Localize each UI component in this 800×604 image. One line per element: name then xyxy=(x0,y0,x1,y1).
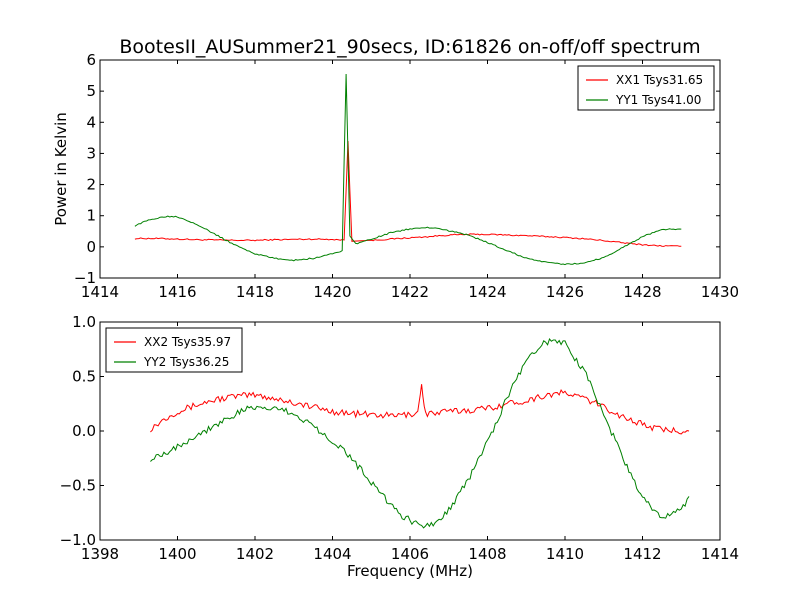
top-xtick-label: 1414 xyxy=(81,283,119,301)
top-xtick-label: 1416 xyxy=(158,283,196,301)
top-ytick-label: 6 xyxy=(86,51,96,69)
top-ytick-label: 5 xyxy=(86,82,96,100)
bottom-legend-label-2: YY2 Tsys36.25 xyxy=(143,355,229,369)
top-ytick-label: 3 xyxy=(86,144,96,162)
bottom-ytick-label: 0.5 xyxy=(72,368,96,386)
bottom-axis-ticks: 1398 1400 1402 1404 1406 1408 1410 1412 1414 −1.0… xyxy=(60,313,740,563)
bottom-xtick-label: 1400 xyxy=(158,545,196,563)
top-xtick-label: 1422 xyxy=(391,283,429,301)
top-ytick-label: 4 xyxy=(86,113,96,131)
top-xtick-label: 1424 xyxy=(468,283,506,301)
bottom-ytick-label: 0.0 xyxy=(72,422,96,440)
top-y-axis-label: Power in Kelvin xyxy=(52,112,70,226)
top-xtick-label: 1418 xyxy=(236,283,274,301)
top-legend: XX1 Tsys31.65 YY1 Tsys41.00 xyxy=(577,65,715,111)
top-legend-label-1: XX1 Tsys31.65 xyxy=(616,73,703,87)
top-legend-box xyxy=(577,65,715,111)
top-xtick-label: 1420 xyxy=(313,283,351,301)
top-ytick-label: 1 xyxy=(86,207,96,225)
bottom-xtick-label: 1402 xyxy=(236,545,274,563)
top-ytick-label: 0 xyxy=(86,238,96,256)
bottom-xtick-label: 1398 xyxy=(81,545,119,563)
bottom-series-line-1 xyxy=(150,384,690,435)
bottom-xtick-label: 1406 xyxy=(391,545,429,563)
bottom-x-axis-label: Frequency (MHz) xyxy=(347,562,473,580)
top-ytick-label: 2 xyxy=(86,176,96,194)
top-ytick-label: −1 xyxy=(74,269,96,287)
top-spectrum-panel: 1414 1416 1418 1420 1422 1424 1426 1428 1430−101… xyxy=(52,51,739,301)
bottom-ytick-label: −0.5 xyxy=(60,477,96,495)
top-series-line-2 xyxy=(134,73,682,266)
bottom-ytick-label: −1.0 xyxy=(60,531,96,549)
bottom-xtick-label: 1408 xyxy=(468,545,506,563)
top-series-group xyxy=(134,73,682,266)
bottom-legend: XX2 Tsys35.97 YY2 Tsys36.25 xyxy=(105,327,243,373)
bottom-xtick-label: 1414 xyxy=(701,545,739,563)
top-legend-label-2: YY1 Tsys41.00 xyxy=(615,93,701,107)
bottom-legend-box xyxy=(105,327,243,373)
top-xtick-label: 1430 xyxy=(701,283,739,301)
bottom-xtick-label: 1410 xyxy=(546,545,584,563)
top-xtick-label: 1426 xyxy=(546,283,584,301)
bottom-legend-label-1: XX2 Tsys35.97 xyxy=(144,335,231,349)
top-series-line-1 xyxy=(134,140,682,247)
top-xtick-label: 1428 xyxy=(623,283,661,301)
bottom-series-line-2 xyxy=(150,338,690,529)
bottom-spectrum-panel: 1398 1400 1402 1404 1406 1408 1410 1412 1414 −1.0… xyxy=(60,313,740,580)
bottom-xtick-label: 1404 xyxy=(313,545,351,563)
bottom-series-group xyxy=(150,338,690,529)
bottom-xtick-label: 1412 xyxy=(623,545,661,563)
bottom-ytick-label: 1.0 xyxy=(72,313,96,331)
figure-title: BootesII_AUSummer21_90secs, ID:61826 on-… xyxy=(119,36,700,58)
top-axis-ticks: 1414 1416 1418 1420 1422 1424 1426 1428 1430−101… xyxy=(74,51,739,301)
